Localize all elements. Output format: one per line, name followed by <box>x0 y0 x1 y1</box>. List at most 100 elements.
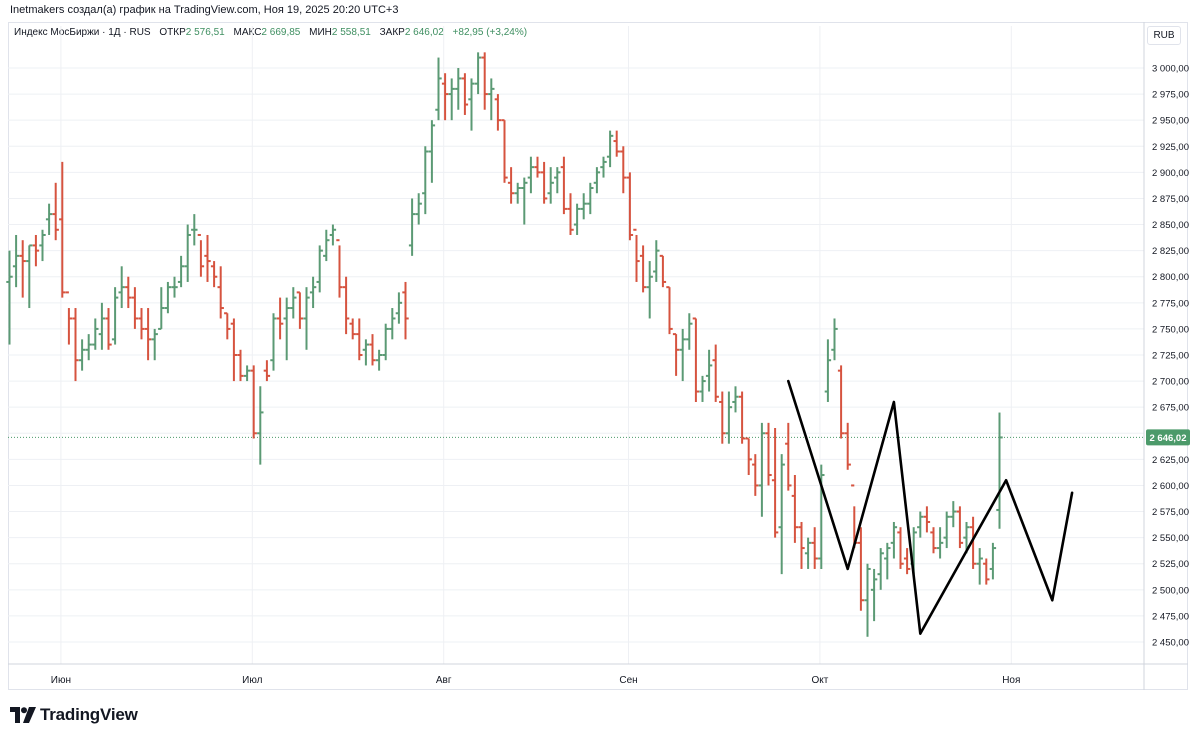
ohlc-bar-down <box>666 286 673 335</box>
x-tick-label: Сен <box>619 675 637 686</box>
low-value: 2 558,51 <box>331 27 371 38</box>
ohlc-bar-up <box>527 156 535 194</box>
ohlc-bar-down <box>65 291 73 345</box>
ohlc-bar-up <box>474 52 482 95</box>
ohlc-bar-down <box>620 146 627 194</box>
ohlc-bar-up <box>329 224 337 246</box>
ohlc-bar-up <box>831 318 838 361</box>
ohlc-bar-down <box>903 548 911 575</box>
grid-layer <box>8 22 1188 690</box>
ohlc-bar-up <box>283 297 290 361</box>
ohlc-bar-down <box>131 287 139 329</box>
ohlc-bar-up <box>92 318 99 350</box>
ohlc-bar-up <box>468 78 475 131</box>
ohlc-bar-down <box>461 73 469 115</box>
y-tick-label: 2 975,00 <box>1152 90 1189 101</box>
ohlc-bar-up <box>521 177 528 225</box>
ohlc-bar-up <box>963 521 970 554</box>
y-tick-label: 2 700,00 <box>1152 377 1189 388</box>
x-axis: Июн Июл Авг Сен Окт Ноя <box>51 675 1021 686</box>
last-price-tag <box>1146 429 1190 446</box>
x-tick-label: Окт <box>811 675 828 686</box>
ohlc-bar-up <box>243 365 251 382</box>
ohlc-bar-up <box>936 527 944 559</box>
ohlc-bar-down <box>613 130 620 157</box>
ohlc-bar-up <box>78 339 86 371</box>
ohlc-bar-up <box>646 261 653 319</box>
ohlc-bar-down <box>507 167 515 204</box>
ohlc-bar-up <box>26 244 33 309</box>
ohlc-bar-up <box>877 548 884 590</box>
zigzag-drawing <box>786 379 1074 635</box>
tradingview-logo[interactable]: TradingView <box>10 704 138 726</box>
ohlc-bar-up <box>257 386 264 465</box>
ohlc-bar-down <box>197 233 205 277</box>
y-tick-label: 2 850,00 <box>1152 220 1189 231</box>
y-tick-label: 2 600,00 <box>1152 481 1189 492</box>
x-tick-label: Авг <box>436 675 452 686</box>
ohlc-bar-up <box>890 521 898 559</box>
ohlc-bar-up <box>778 454 785 575</box>
ohlc-bar-down <box>626 172 634 241</box>
ohlc-bar-down <box>105 308 112 350</box>
ohlc-bar-up <box>158 287 165 330</box>
ohlc-bar-up <box>415 193 422 225</box>
tradingview-logo-text: TradingView <box>40 705 138 724</box>
ohlc-bar-down <box>983 558 990 585</box>
ohlc-bar-down <box>923 506 931 533</box>
ohlc-bar-up <box>184 224 191 282</box>
ohlc-bar-up <box>943 511 950 549</box>
ohlc-bar-up <box>395 292 403 324</box>
ohlc-bar-down <box>811 527 818 569</box>
ohlc-bar-down <box>837 365 845 439</box>
ohlc-bar-down <box>844 422 851 470</box>
ohlc-bar-up <box>270 313 277 371</box>
ohlc-bar-up <box>6 250 13 345</box>
ohlc-bar-up <box>12 234 20 288</box>
ohlc-bar-down <box>481 52 488 110</box>
ohlc-bar-up <box>725 391 733 444</box>
ohlc-bar-up <box>111 287 119 345</box>
ohlc-bar-down <box>72 308 79 382</box>
y-tick-label: 2 950,00 <box>1152 116 1189 127</box>
ohlc-bar-up <box>177 255 185 288</box>
y-tick-label: 2 925,00 <box>1152 142 1189 153</box>
ohlc-bar-down <box>230 318 238 382</box>
ohlc-bar-up <box>600 156 607 178</box>
ohlc-bar-down <box>237 349 244 382</box>
y-tick-label: 2 900,00 <box>1152 168 1189 179</box>
ohlc-bar-up <box>593 167 601 194</box>
ohlc-bar-up <box>996 412 1003 529</box>
y-tick-label: 2 750,00 <box>1152 324 1189 335</box>
ohlc-bar-down <box>402 281 409 340</box>
ohlc-bar-up <box>85 334 92 361</box>
ohlc-bar-down <box>765 422 772 486</box>
ohlc-bar-down <box>32 234 40 267</box>
currency-button[interactable]: RUB <box>1147 26 1181 45</box>
symbol-label[interactable]: Индекс МосБиржи · 1Д · RUS <box>14 27 151 38</box>
tradingview-logo-icon <box>10 707 36 723</box>
ohlc-bar-down <box>217 266 224 319</box>
y-tick-label: 2 550,00 <box>1152 533 1189 544</box>
ohlc-legend: Индекс МосБиржи · 1Д · RUS ОТКР2 576,51 … <box>14 27 527 38</box>
ohlc-bar-down <box>342 276 350 335</box>
ohlc-bar-up <box>950 501 957 528</box>
ohlc-bar-up <box>884 542 891 580</box>
ohlc-bar-down <box>540 161 548 204</box>
ohlc-bar-down <box>296 291 304 329</box>
ohlc-bar-up <box>382 323 389 361</box>
ohlc-bar-up <box>448 78 455 121</box>
ohlc-bar-up <box>151 328 158 361</box>
ohlc-bar-down <box>745 437 752 476</box>
ohlc-bar-up <box>488 78 495 121</box>
ohlc-bar-down <box>144 308 152 361</box>
ohlc-bar-up <box>303 287 310 350</box>
ohlc-bar-up <box>989 542 997 580</box>
ohlc-bar-up <box>732 386 739 413</box>
close-label: ЗАКР <box>379 27 405 38</box>
ohlc-bar-up <box>408 198 416 256</box>
ohlc-bar-up <box>171 276 178 298</box>
ohlc-bar-down <box>738 391 746 444</box>
ohlc-bar-down <box>534 156 541 178</box>
